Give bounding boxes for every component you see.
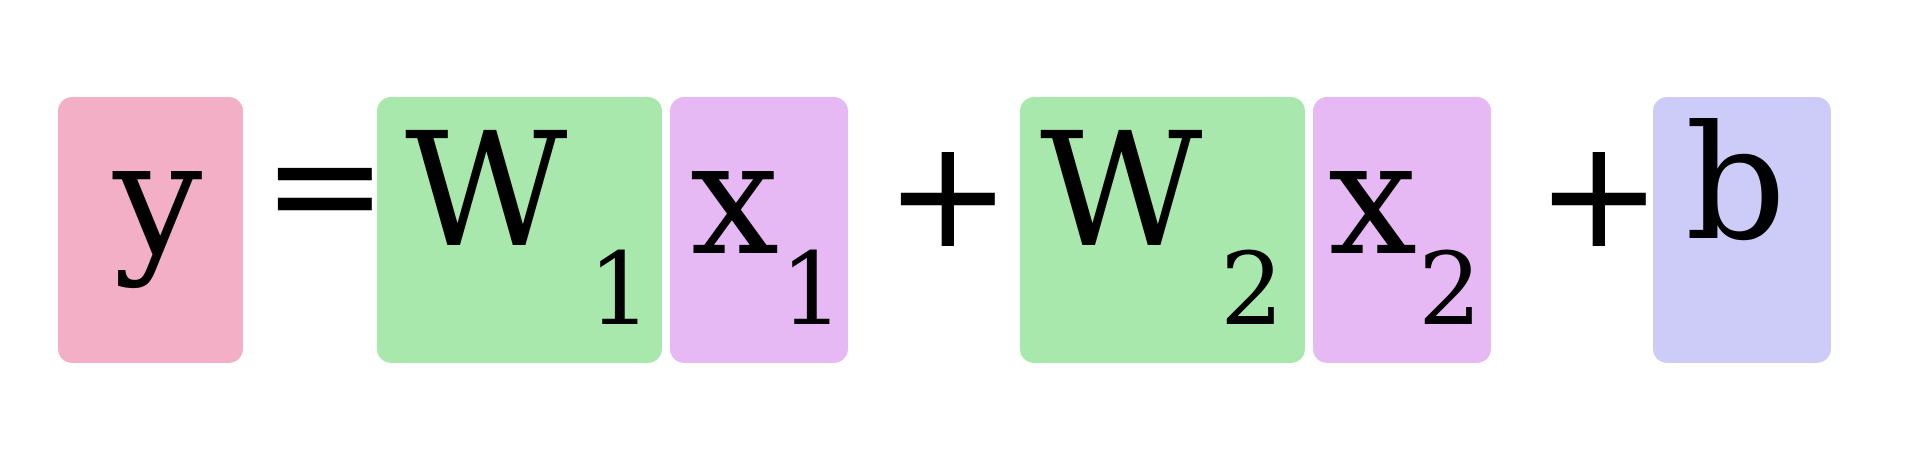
w1-subscript: 1: [588, 231, 652, 348]
w2-term-box: [1020, 97, 1305, 363]
x1-subscript: 1: [780, 231, 844, 348]
x2-subscript: 2: [1418, 231, 1482, 348]
x1-term-box: [670, 97, 848, 363]
x1-symbol: x: [690, 107, 780, 291]
x2-term-box: [1313, 97, 1491, 363]
w2-subscript: 2: [1220, 231, 1284, 348]
y-symbol: y: [113, 107, 203, 291]
w1-symbol: W: [405, 99, 568, 283]
x2-symbol: x: [1328, 107, 1418, 291]
plus-sign-1: +: [885, 108, 1011, 282]
equals-sign: =: [262, 98, 388, 272]
b-term-box: [1653, 97, 1831, 363]
b-symbol: b: [1685, 92, 1787, 276]
y-term-box: [58, 97, 243, 363]
w1-term-box: [377, 97, 662, 363]
w2-symbol: W: [1040, 99, 1203, 283]
plus-sign-2: +: [1536, 108, 1662, 282]
